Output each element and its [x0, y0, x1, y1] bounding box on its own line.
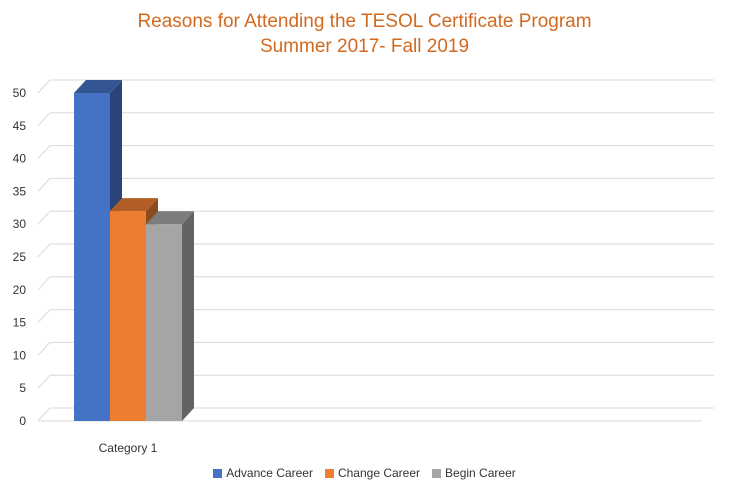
- y-tick-label: 10: [13, 348, 27, 362]
- bar-top: [146, 211, 194, 225]
- y-tick-label: 30: [13, 217, 27, 231]
- gridline-wall: [37, 243, 51, 258]
- bar: [74, 93, 110, 421]
- x-tick-label: Category 1: [99, 441, 158, 455]
- gridline-wall: [37, 374, 51, 389]
- legend-swatch-begin-career: [432, 468, 442, 478]
- gridline-wall: [37, 276, 51, 291]
- chart-title: Reasons for Attending the TESOL Certific…: [137, 11, 592, 32]
- legend-swatch-change-career: [324, 468, 334, 478]
- y-tick-label: 0: [19, 414, 26, 428]
- y-tick-label: 15: [13, 316, 27, 330]
- y-tick-label: 40: [13, 152, 27, 166]
- y-tick-label: 20: [13, 283, 27, 297]
- bar-top: [74, 80, 122, 93]
- gridline-wall: [37, 145, 51, 159]
- legend-item-advance-career: Advance Career: [213, 466, 313, 480]
- legend-label-begin-career: Begin Career: [445, 466, 516, 480]
- bar-top: [110, 198, 158, 212]
- gridline-wall: [37, 407, 51, 422]
- bar: [110, 211, 146, 421]
- bar-side: [182, 211, 194, 421]
- legend-swatch-advance-career: [213, 468, 223, 478]
- legend-item-change-career: Change Career: [324, 466, 421, 480]
- y-tick-label: 35: [13, 184, 27, 198]
- gridline-wall: [37, 79, 51, 94]
- y-tick-label: 50: [13, 86, 27, 100]
- y-tick-label: 5: [19, 381, 26, 395]
- legend: Advance Career Change Career Begin Caree…: [0, 466, 729, 480]
- y-tick-label: 45: [13, 119, 27, 133]
- chart-subtitle: Summer 2017- Fall 2019: [259, 36, 470, 57]
- bar: [146, 224, 182, 421]
- gridline-wall: [37, 342, 51, 356]
- gridline-wall: [37, 210, 51, 225]
- gridline-wall: [37, 309, 51, 323]
- gridline-wall: [37, 178, 51, 192]
- legend-label-advance-career: Advance Career: [226, 466, 313, 480]
- y-tick-label: 25: [13, 250, 27, 264]
- legend-item-begin-career: Begin Career: [432, 466, 516, 480]
- gridline-wall: [37, 112, 51, 127]
- legend-label-change-career: Change Career: [337, 466, 421, 480]
